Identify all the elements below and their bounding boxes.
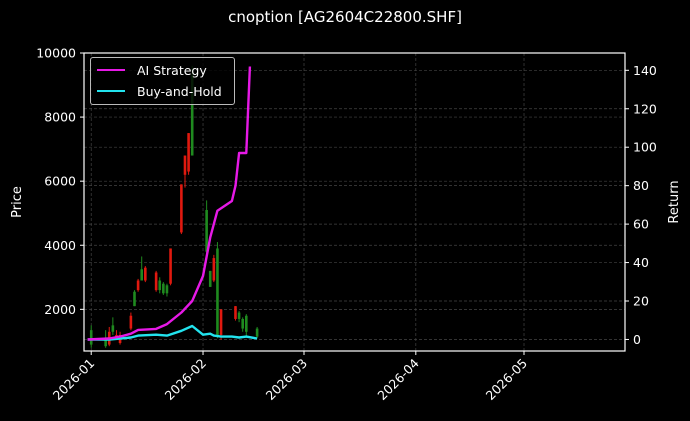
- x-axis: 2026-01 2026-02 2026-03 2026-04 2026-05: [50, 351, 530, 403]
- left-axis-label: Price: [10, 186, 25, 218]
- svg-text:2026-05: 2026-05: [483, 356, 531, 404]
- right-y-axis: 0 20 40 60 80 100 120 140: [625, 63, 657, 347]
- svg-text:0: 0: [633, 332, 641, 347]
- legend-label: Buy-and-Hold: [137, 83, 222, 99]
- svg-text:2026-01: 2026-01: [50, 356, 98, 404]
- svg-text:20: 20: [633, 294, 649, 309]
- legend-item-buy-and-hold: Buy-and-Hold: [97, 82, 222, 100]
- chart-title: cnoption [AG2604C22800.SHF]: [228, 8, 462, 26]
- legend: AI Strategy Buy-and-Hold: [90, 57, 235, 105]
- buy-and-hold-swatch-icon: [97, 89, 125, 93]
- svg-text:6000: 6000: [44, 174, 76, 189]
- svg-text:2026-04: 2026-04: [374, 355, 422, 403]
- svg-text:40: 40: [633, 255, 649, 270]
- svg-text:4000: 4000: [44, 238, 76, 253]
- svg-text:120: 120: [633, 101, 657, 116]
- svg-text:60: 60: [633, 217, 649, 232]
- svg-text:2026-02: 2026-02: [162, 356, 210, 404]
- svg-text:80: 80: [633, 178, 649, 193]
- return-lines: [87, 66, 258, 341]
- svg-text:2000: 2000: [44, 302, 76, 317]
- legend-item-ai-strategy: AI Strategy: [97, 61, 207, 79]
- svg-text:100: 100: [633, 140, 657, 155]
- ai-strategy-swatch-icon: [97, 68, 125, 72]
- candlesticks: [89, 65, 259, 348]
- svg-text:2026-03: 2026-03: [263, 356, 311, 404]
- left-y-axis: 2000 4000 6000 8000 10000: [36, 46, 84, 317]
- svg-text:8000: 8000: [44, 110, 76, 125]
- svg-text:10000: 10000: [36, 46, 76, 61]
- svg-text:140: 140: [633, 63, 657, 78]
- legend-label: AI Strategy: [137, 62, 207, 78]
- plot-frame: [83, 52, 626, 352]
- right-axis-label: Return: [667, 180, 682, 223]
